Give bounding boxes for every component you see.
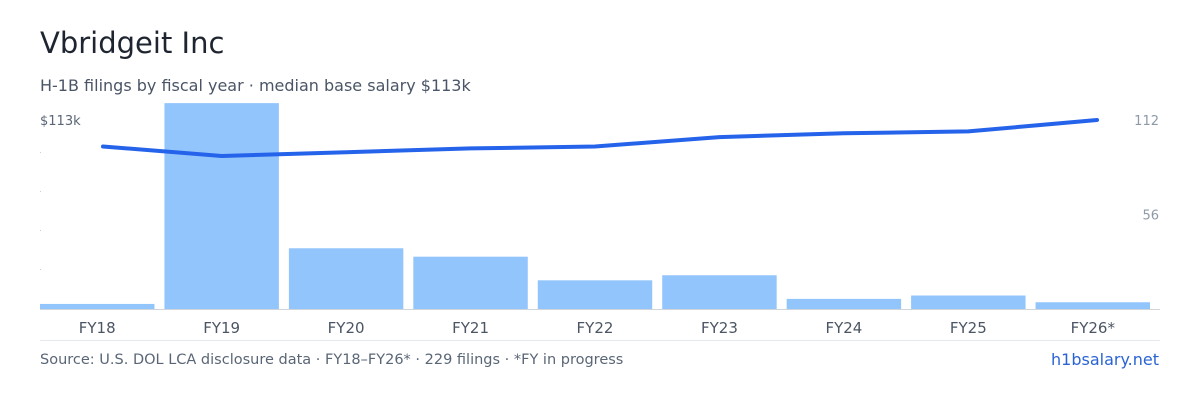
bar-fy22 (537, 280, 653, 309)
x-tick-label: FY18 (79, 319, 116, 337)
x-tick-label: FY21 (452, 319, 489, 337)
bar-fy18 (40, 303, 155, 309)
left-tick-mark (40, 191, 41, 192)
x-tick-label: FY19 (203, 319, 240, 337)
x-tick-label: FY24 (825, 319, 862, 337)
salary-line (101, 118, 1099, 158)
source-note: Source: U.S. DOL LCA disclosure data · F… (40, 352, 624, 368)
x-tick-label: FY22 (577, 319, 614, 337)
bar-fy19 (164, 103, 279, 309)
bar-fy23 (662, 275, 777, 309)
bar-fy25 (911, 295, 1026, 309)
x-tick-label: FY20 (328, 319, 365, 337)
right-tick-label: 56 (1142, 209, 1159, 224)
chart-title: Vbridgeit Inc (40, 26, 225, 60)
bar-fy21 (413, 256, 528, 309)
chart-subtitle: H-1B filings by fiscal year · median bas… (40, 76, 471, 95)
left-tick-mark (40, 152, 41, 153)
chart-marks: FY18 FY19 FY20 FY21 FY22 FY23 FY24 FY25 FY26* 112… (40, 103, 1160, 341)
bar-fy24 (786, 298, 902, 309)
x-tick-label: FY23 (701, 319, 738, 337)
left-tick-mark (40, 269, 41, 270)
site-link[interactable]: h1bsalary.net (1051, 350, 1159, 369)
x-tick-label: FY26* (1071, 319, 1116, 337)
left-tick-mark (40, 230, 41, 231)
left-tick-label: $113k (40, 114, 81, 129)
bar-fy20 (288, 248, 404, 309)
x-tick-label: FY25 (950, 319, 987, 337)
right-tick-label: 112 (1134, 114, 1159, 129)
bar-fy26 (1035, 302, 1150, 309)
